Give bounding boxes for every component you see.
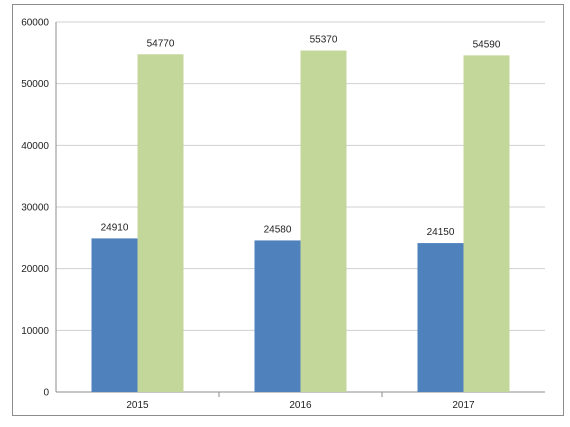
bar xyxy=(91,238,138,392)
data-label: 24150 xyxy=(427,227,455,238)
bar xyxy=(300,50,347,392)
x-tick-label: 2016 xyxy=(289,400,312,411)
x-tick-label: 2015 xyxy=(126,400,149,411)
data-label: 55370 xyxy=(310,35,338,46)
data-label: 54590 xyxy=(473,39,501,50)
y-tick-label: 50000 xyxy=(21,79,49,90)
bar xyxy=(254,240,301,392)
x-tick-label: 2017 xyxy=(452,400,475,411)
y-tick-label: 20000 xyxy=(21,264,49,275)
y-tick-label: 60000 xyxy=(21,18,49,29)
y-tick-label: 10000 xyxy=(21,326,49,337)
bar xyxy=(417,243,464,392)
data-label: 24580 xyxy=(264,224,292,235)
data-label: 54770 xyxy=(147,38,175,49)
bar xyxy=(137,54,184,392)
y-tick-label: 30000 xyxy=(21,203,49,214)
y-tick-label: 0 xyxy=(43,388,49,399)
data-label: 24910 xyxy=(101,222,129,233)
bar xyxy=(463,55,510,393)
y-tick-label: 40000 xyxy=(21,141,49,152)
